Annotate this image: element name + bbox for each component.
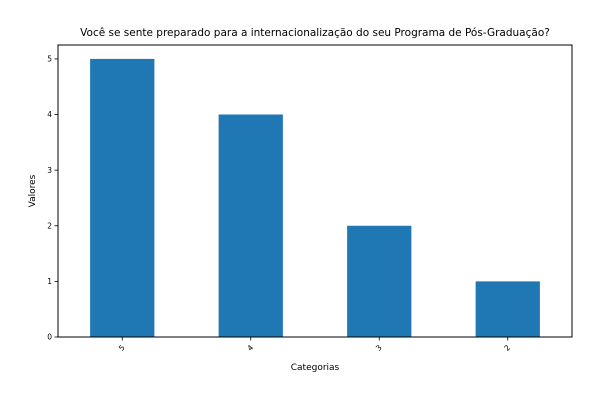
y-tick-label-0: 0 (47, 333, 52, 342)
y-axis-label: Valores (28, 174, 38, 207)
x-tick-label-2: 2 (502, 343, 512, 353)
plot-frame (57, 44, 573, 338)
x-axis-label: Categorias (291, 363, 340, 373)
y-axis-ticks: 0 1 2 3 4 5 (47, 55, 58, 342)
y-tick-label-5: 5 (47, 55, 52, 64)
y-tick-label-3: 3 (47, 166, 52, 175)
x-tick-label-5: 5 (117, 343, 127, 353)
y-tick-label-1: 1 (47, 277, 52, 286)
y-tick-label-2: 2 (47, 221, 52, 230)
bar-2 (475, 281, 540, 337)
chart-title: Você se sente preparado para a internaci… (80, 27, 550, 39)
x-tick-label-3: 3 (374, 343, 384, 353)
bar-3 (347, 225, 412, 337)
x-tick-label-4: 4 (245, 343, 255, 353)
bar-4 (218, 114, 283, 338)
y-tick-label-4: 4 (47, 110, 52, 119)
bars-layer (90, 58, 540, 338)
x-axis-ticks: 5 4 3 2 (117, 337, 512, 353)
bar-5 (90, 58, 155, 338)
